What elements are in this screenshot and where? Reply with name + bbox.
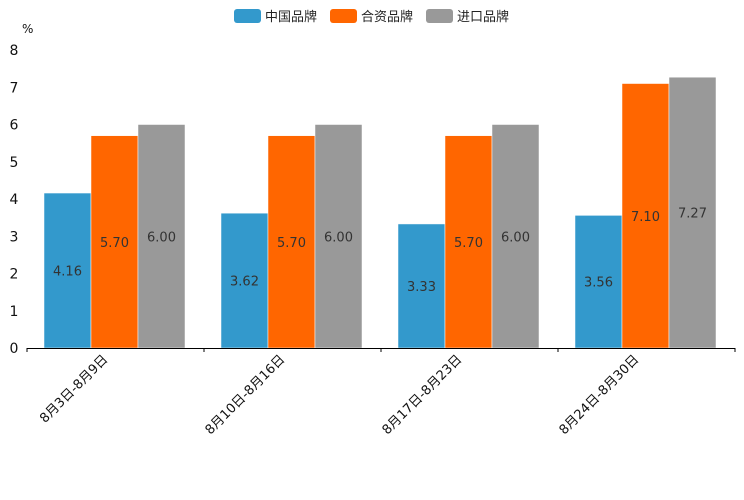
- data-label: 6.00: [501, 230, 530, 245]
- x-tick-label: 8月10日-8月16日: [203, 352, 289, 438]
- data-labels-group: 4.16 5.70 6.00 3.62 5.70 6.00 3.33 5.70 6.00 3.56…: [53, 207, 707, 295]
- y-tick-label: 1: [10, 304, 19, 320]
- legend-item-2[interactable]: 合资品牌: [330, 9, 413, 25]
- bar-3-4[interactable]: [668, 76, 717, 349]
- bar-3-1[interactable]: [137, 124, 186, 349]
- data-label: 7.10: [631, 210, 660, 225]
- y-tick-label: 7: [10, 80, 19, 96]
- x-tick-label: 8月24日-8月30日: [557, 352, 643, 438]
- legend-swatch: [426, 9, 453, 23]
- y-tick-label: 8: [10, 43, 19, 59]
- bars-group: [43, 76, 717, 349]
- data-label: 3.56: [584, 276, 613, 291]
- legend: 中国品牌 合资品牌 进口品牌: [234, 9, 509, 25]
- bar-2-2[interactable]: [267, 135, 316, 349]
- y-axis-unit-label: %: [22, 22, 33, 36]
- x-axis-ticks: 8月3日-8月9日 8月10日-8月16日 8月17日-8月23日 8月24日-8月3…: [26, 348, 736, 438]
- y-tick-label: 5: [10, 155, 19, 171]
- data-label: 3.33: [407, 280, 436, 295]
- y-axis-ticks: 0 1 2 3 4 5 6 7 8: [10, 43, 19, 357]
- bar-1-4[interactable]: [574, 215, 623, 349]
- y-tick-label: 3: [10, 229, 19, 245]
- y-tick-label: 2: [10, 267, 19, 283]
- legend-label: 中国品牌: [265, 9, 317, 25]
- legend-swatch: [234, 9, 261, 23]
- x-tick-label: 8月17日-8月23日: [380, 352, 466, 438]
- data-label: 6.00: [147, 230, 176, 245]
- bar-3-2[interactable]: [314, 124, 363, 349]
- data-label: 5.70: [454, 236, 483, 251]
- y-tick-label: 4: [10, 192, 19, 208]
- data-label: 6.00: [324, 230, 353, 245]
- y-tick-label: 6: [10, 118, 19, 134]
- bar-2-3[interactable]: [444, 135, 493, 349]
- data-label: 3.62: [230, 275, 259, 290]
- legend-label: 进口品牌: [457, 9, 509, 25]
- y-tick-label: 0: [10, 341, 19, 357]
- x-tick-label: 8月3日-8月9日: [37, 352, 111, 426]
- data-label: 4.16: [53, 265, 82, 280]
- legend-label: 合资品牌: [361, 9, 413, 25]
- bar-1-2[interactable]: [220, 212, 269, 349]
- data-label: 5.70: [100, 236, 129, 251]
- data-label: 7.27: [678, 207, 707, 222]
- legend-item-3[interactable]: 进口品牌: [426, 9, 509, 25]
- legend-swatch: [330, 9, 357, 23]
- bar-2-1[interactable]: [90, 135, 139, 349]
- data-label: 5.70: [277, 236, 306, 251]
- bar-1-1[interactable]: [43, 192, 92, 349]
- legend-item-1[interactable]: 中国品牌: [234, 9, 317, 25]
